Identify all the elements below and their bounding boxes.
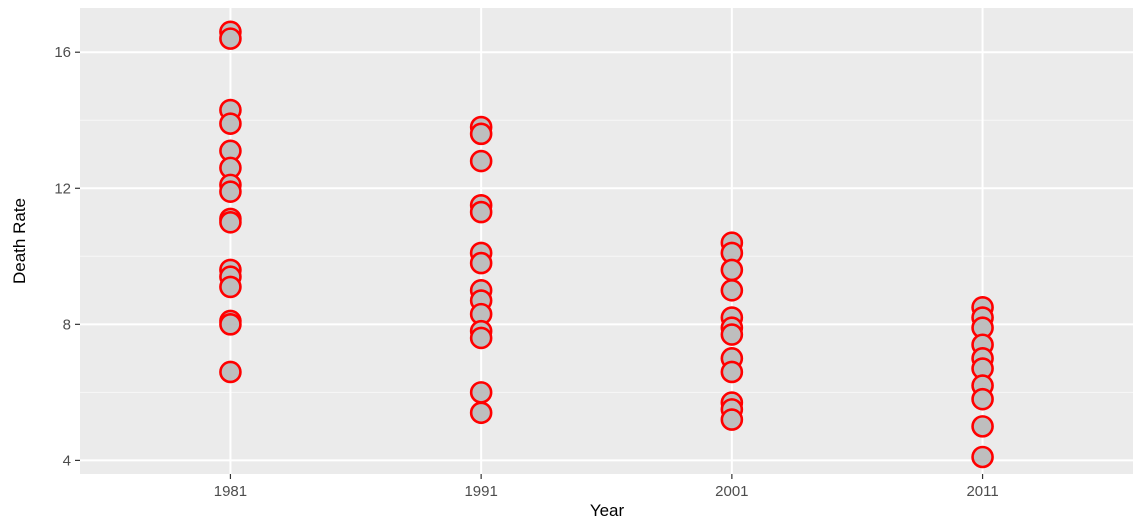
y-tick-label: 16	[54, 44, 71, 61]
x-axis-title: Year	[590, 501, 625, 520]
data-point	[722, 260, 742, 280]
data-point	[220, 362, 240, 382]
data-point	[220, 29, 240, 49]
x-tick-label: 1991	[464, 483, 497, 500]
data-point	[973, 416, 993, 436]
data-point	[973, 389, 993, 409]
y-tick-label: 12	[54, 180, 71, 197]
data-point	[973, 447, 993, 467]
data-point	[471, 253, 491, 273]
data-point	[471, 202, 491, 222]
data-point	[722, 325, 742, 345]
data-point	[220, 277, 240, 297]
data-point	[220, 212, 240, 232]
y-tick-label: 8	[63, 316, 71, 333]
data-point	[471, 382, 491, 402]
y-axis-ticks: 4 8 12 16	[54, 44, 80, 469]
y-tick-label: 4	[63, 452, 71, 469]
data-point	[471, 328, 491, 348]
data-point	[471, 151, 491, 171]
x-tick-label: 2001	[715, 483, 748, 500]
y-axis-title: Death Rate	[10, 198, 29, 284]
data-point	[220, 114, 240, 134]
x-tick-label: 2011	[966, 483, 998, 500]
x-axis-ticks: 1981 1991 2001 2011	[214, 474, 999, 500]
data-point	[220, 314, 240, 334]
data-point	[722, 280, 742, 300]
data-point	[471, 403, 491, 423]
data-point	[722, 410, 742, 430]
data-point	[471, 124, 491, 144]
x-tick-label: 1981	[214, 483, 247, 500]
data-point	[220, 182, 240, 202]
data-point	[722, 362, 742, 382]
